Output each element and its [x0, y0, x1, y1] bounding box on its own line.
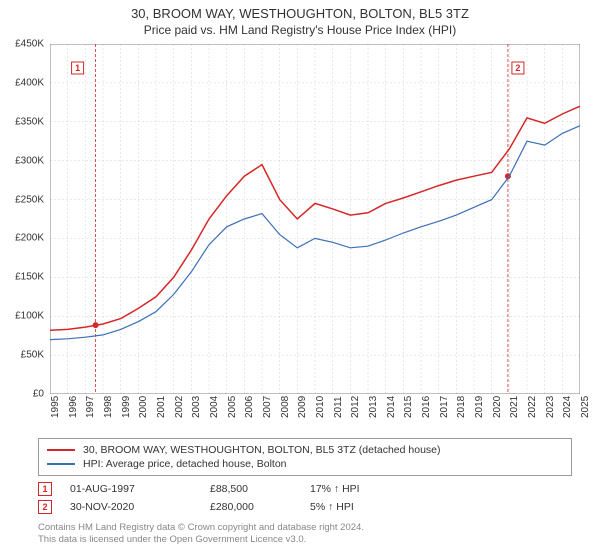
y-axis-labels: £0£50K£100K£150K£200K£250K£300K£350K£400… — [0, 44, 48, 394]
x-tick-label: 2007 — [262, 396, 273, 418]
x-tick-label: 2013 — [368, 396, 379, 418]
y-tick-label: £200K — [15, 233, 44, 244]
x-tick-label: 1997 — [85, 396, 96, 418]
x-tick-label: 2010 — [315, 396, 326, 418]
y-tick-label: £450K — [15, 39, 44, 50]
y-tick-label: £150K — [15, 272, 44, 283]
chart-plot-area: 12 — [50, 44, 580, 394]
marker-badge: 1 — [38, 482, 52, 496]
x-tick-label: 2021 — [509, 396, 520, 418]
legend-label: HPI: Average price, detached house, Bolt… — [83, 458, 287, 470]
marker-badge: 2 — [38, 500, 52, 514]
x-tick-label: 2017 — [439, 396, 450, 418]
marker-price: £88,500 — [210, 483, 310, 495]
x-tick-label: 2003 — [191, 396, 202, 418]
y-tick-label: £50K — [21, 350, 44, 361]
x-tick-label: 2005 — [227, 396, 238, 418]
credits-line-1: Contains HM Land Registry data © Crown c… — [38, 522, 572, 534]
x-tick-label: 2023 — [545, 396, 556, 418]
x-tick-label: 2011 — [333, 396, 344, 418]
x-tick-label: 1995 — [50, 396, 61, 418]
x-tick-label: 1998 — [103, 396, 114, 418]
x-tick-label: 2015 — [403, 396, 414, 418]
x-tick-label: 2024 — [562, 396, 573, 418]
legend-label: 30, BROOM WAY, WESTHOUGHTON, BOLTON, BL5… — [83, 444, 441, 456]
svg-text:2: 2 — [515, 63, 520, 73]
chart-svg: 12 — [50, 44, 580, 394]
marker-price: £280,000 — [210, 501, 310, 513]
marker-annotations: 1 01-AUG-1997£88,50017% ↑ HPI 2 30-NOV-2020… — [38, 480, 572, 516]
x-tick-label: 2018 — [456, 396, 467, 418]
legend-item: HPI: Average price, detached house, Bolt… — [47, 457, 563, 471]
legend-swatch — [47, 463, 75, 465]
y-tick-label: £0 — [33, 389, 44, 400]
x-tick-label: 2008 — [280, 396, 291, 418]
credits: Contains HM Land Registry data © Crown c… — [38, 522, 572, 547]
marker-pct: 5% ↑ HPI — [310, 501, 410, 513]
x-tick-label: 2006 — [244, 396, 255, 418]
x-tick-label: 2004 — [209, 396, 220, 418]
x-tick-label: 2002 — [174, 396, 185, 418]
y-tick-label: £250K — [15, 194, 44, 205]
y-tick-label: £350K — [15, 116, 44, 127]
marker-date: 01-AUG-1997 — [70, 483, 210, 495]
x-tick-label: 2022 — [527, 396, 538, 418]
marker-date: 30-NOV-2020 — [70, 501, 210, 513]
x-tick-label: 2019 — [474, 396, 485, 418]
y-tick-label: £400K — [15, 77, 44, 88]
y-tick-label: £300K — [15, 155, 44, 166]
y-tick-label: £100K — [15, 311, 44, 322]
legend-item: 30, BROOM WAY, WESTHOUGHTON, BOLTON, BL5… — [47, 443, 563, 457]
x-tick-label: 2000 — [138, 396, 149, 418]
chart-subtitle: Price paid vs. HM Land Registry's House … — [0, 23, 600, 37]
legend: 30, BROOM WAY, WESTHOUGHTON, BOLTON, BL5… — [38, 438, 572, 476]
x-axis-labels: 1995 1996 1997 1998 1999 2000 2001 2002 2003 2004… — [50, 396, 580, 436]
x-tick-label: 2001 — [156, 396, 167, 418]
x-tick-label: 2025 — [580, 396, 591, 418]
marker-row: 1 01-AUG-1997£88,50017% ↑ HPI — [38, 480, 572, 498]
x-tick-label: 2014 — [386, 396, 397, 418]
chart-title: 30, BROOM WAY, WESTHOUGHTON, BOLTON, BL5… — [0, 6, 600, 21]
marker-pct: 17% ↑ HPI — [310, 483, 410, 495]
x-tick-label: 2020 — [492, 396, 503, 418]
x-tick-label: 2016 — [421, 396, 432, 418]
legend-swatch — [47, 449, 75, 451]
x-tick-label: 1999 — [121, 396, 132, 418]
x-tick-label: 1996 — [68, 396, 79, 418]
marker-row: 2 30-NOV-2020£280,0005% ↑ HPI — [38, 498, 572, 516]
x-tick-label: 2009 — [297, 396, 308, 418]
svg-text:1: 1 — [75, 63, 80, 73]
credits-line-2: This data is licensed under the Open Gov… — [38, 534, 572, 546]
x-tick-label: 2012 — [350, 396, 361, 418]
